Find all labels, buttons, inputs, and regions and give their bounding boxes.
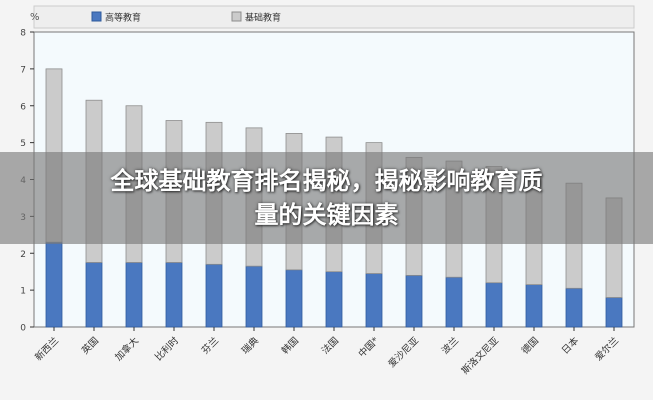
legend-box [33, 5, 635, 29]
x-tick-label: 法国 [319, 335, 341, 357]
y-tick-label: 5 [20, 139, 26, 149]
headline-line-1: 全球基础教育排名揭秘，揭秘影响教育质 [110, 167, 543, 195]
y-tick-label: 2 [20, 250, 26, 260]
x-tick-label: 爱尔兰 [592, 335, 621, 364]
x-tick-label: 韩国 [279, 335, 301, 357]
bar-higher-education [285, 269, 303, 328]
bar-higher-education [605, 297, 623, 328]
bar-higher-education [405, 274, 423, 328]
y-tick-label: 1 [20, 287, 26, 297]
bar-higher-education [205, 263, 223, 328]
bar-higher-education [485, 282, 503, 328]
bar-higher-education [85, 262, 103, 328]
legend-swatch [91, 11, 102, 22]
x-tick-label: 新西兰 [32, 335, 61, 364]
bar-higher-education [325, 271, 343, 328]
x-tick-label: 中国* [356, 334, 381, 359]
x-tick-label: 比利时 [152, 334, 181, 363]
legend-swatch [231, 11, 242, 22]
y-tick-label: 8 [20, 29, 26, 39]
bar-higher-education [45, 241, 63, 328]
legend-label: 高等教育 [105, 12, 141, 24]
y-tick-label: 0 [20, 324, 26, 334]
bar-higher-education [165, 262, 183, 328]
x-tick-label: 加拿大 [112, 334, 141, 363]
x-tick-label: 波兰 [439, 335, 461, 357]
bar-higher-education [525, 284, 543, 328]
bar-higher-education [245, 265, 263, 328]
x-tick-label: 爱沙尼亚 [386, 334, 422, 370]
x-tick-label: 芬兰 [199, 335, 221, 357]
headline-banner: 全球基础教育排名揭秘，揭秘影响教育质 量的关键因素 [0, 152, 653, 244]
x-tick-label: 英国 [79, 335, 101, 357]
x-tick-label: 日本 [559, 334, 581, 356]
bar-higher-education [365, 273, 383, 328]
headline-line-2: 量的关键因素 [254, 201, 399, 229]
x-tick-label: 德国 [519, 335, 541, 357]
y-tick-label: 6 [20, 102, 26, 112]
bar-higher-education [445, 276, 463, 328]
x-tick-label: 瑞典 [239, 334, 261, 356]
y-unit-label: % [30, 12, 40, 23]
bar-higher-education [125, 262, 143, 328]
y-tick-label: 7 [20, 65, 26, 75]
legend-label: 基础教育 [245, 12, 281, 24]
bar-higher-education [565, 287, 583, 328]
x-tick-label: 斯洛文尼亚 [459, 334, 501, 376]
